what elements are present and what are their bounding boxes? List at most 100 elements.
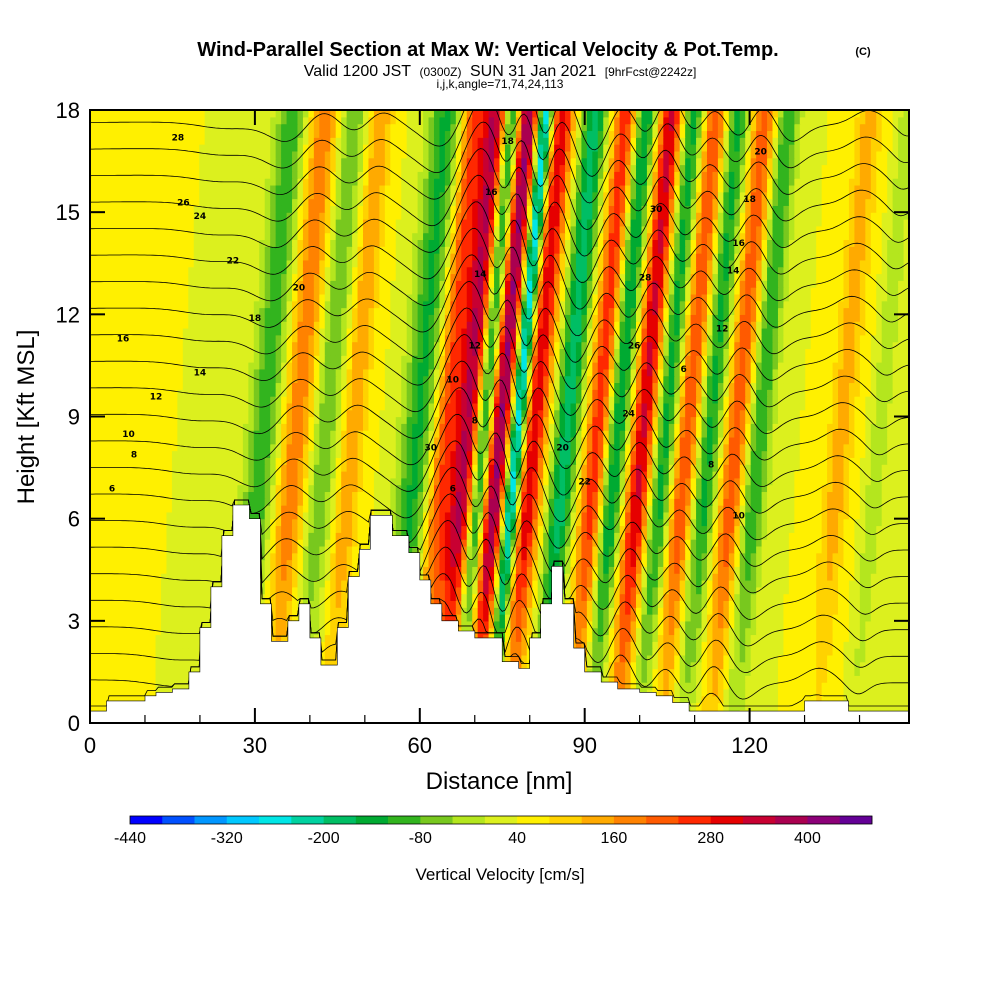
velocity-cell bbox=[619, 518, 626, 527]
velocity-cell bbox=[745, 641, 752, 649]
velocity-cell bbox=[139, 641, 146, 649]
velocity-cell bbox=[270, 573, 277, 581]
velocity-cell bbox=[90, 566, 97, 574]
velocity-cell bbox=[761, 641, 768, 649]
velocity-cell bbox=[510, 539, 517, 547]
velocity-cell bbox=[674, 511, 681, 520]
velocity-cell bbox=[521, 661, 528, 670]
velocity-cell bbox=[652, 634, 659, 642]
velocity-cell bbox=[663, 634, 670, 642]
velocity-cell bbox=[810, 607, 817, 615]
velocity-cell bbox=[777, 675, 785, 683]
velocity-cell bbox=[281, 579, 288, 588]
velocity-cell bbox=[854, 661, 861, 670]
velocity-cell bbox=[504, 559, 512, 567]
velocity-cell bbox=[712, 682, 719, 690]
velocity-cell bbox=[466, 593, 473, 601]
velocity-cell bbox=[750, 505, 757, 513]
velocity-cell bbox=[603, 648, 610, 656]
velocity-cell bbox=[335, 593, 342, 601]
velocity-cell bbox=[723, 552, 730, 561]
velocity-cell bbox=[286, 532, 293, 540]
velocity-cell bbox=[204, 491, 211, 499]
velocity-cell bbox=[166, 545, 173, 554]
velocity-cell bbox=[630, 586, 637, 595]
velocity-cell bbox=[155, 498, 162, 506]
velocity-cell bbox=[777, 668, 785, 676]
velocity-cell bbox=[379, 498, 386, 506]
velocity-cell bbox=[100, 545, 107, 554]
velocity-cell bbox=[663, 511, 670, 520]
velocity-cell bbox=[712, 661, 719, 670]
velocity-cell bbox=[133, 498, 140, 506]
velocity-cell bbox=[865, 511, 872, 520]
velocity-cell bbox=[270, 559, 277, 567]
velocity-cell bbox=[199, 593, 206, 601]
velocity-cell bbox=[712, 668, 719, 676]
velocity-cell bbox=[270, 586, 277, 595]
velocity-cell bbox=[597, 620, 604, 629]
velocity-cell bbox=[619, 641, 626, 649]
velocity-cell bbox=[706, 634, 714, 642]
velocity-cell bbox=[630, 682, 637, 690]
velocity-cell bbox=[843, 498, 850, 506]
velocity-cell bbox=[515, 627, 522, 636]
velocity-cell bbox=[144, 600, 151, 608]
velocity-cell bbox=[548, 559, 555, 567]
velocity-cell bbox=[515, 525, 522, 533]
velocity-cell bbox=[433, 573, 441, 581]
velocity-cell bbox=[466, 532, 473, 540]
velocity-cell bbox=[646, 620, 653, 629]
velocity-cell bbox=[734, 620, 741, 629]
velocity-cell bbox=[870, 518, 877, 527]
velocity-cell bbox=[537, 573, 544, 581]
velocity-cell bbox=[488, 539, 495, 547]
velocity-cell bbox=[106, 641, 113, 649]
velocity-cell bbox=[619, 620, 626, 629]
velocity-cell bbox=[712, 525, 719, 533]
velocity-cell bbox=[690, 648, 697, 656]
velocity-cell bbox=[210, 491, 217, 499]
velocity-cell bbox=[592, 627, 599, 636]
velocity-cell bbox=[898, 539, 905, 547]
velocity-cell bbox=[794, 573, 801, 581]
velocity-cell bbox=[221, 511, 228, 520]
velocity-cell bbox=[728, 498, 735, 506]
velocity-cell bbox=[794, 682, 801, 690]
velocity-cell bbox=[144, 545, 151, 554]
velocity-cell bbox=[122, 654, 129, 663]
velocity-cell bbox=[887, 539, 894, 547]
velocity-cell bbox=[636, 627, 643, 636]
velocity-cell bbox=[881, 648, 888, 656]
velocity-cell bbox=[139, 532, 146, 540]
velocity-cell bbox=[177, 559, 184, 567]
velocity-cell bbox=[565, 498, 572, 506]
velocity-cell bbox=[155, 545, 162, 554]
velocity-cell bbox=[898, 675, 905, 683]
velocity-cell bbox=[182, 552, 189, 561]
velocity-cell bbox=[565, 539, 572, 547]
velocity-cell bbox=[739, 627, 746, 636]
velocity-cell bbox=[641, 641, 648, 649]
velocity-cell bbox=[100, 573, 107, 581]
velocity-cell bbox=[674, 505, 681, 513]
velocity-cell bbox=[171, 491, 178, 499]
velocity-cell bbox=[630, 573, 637, 581]
velocity-cell bbox=[903, 641, 909, 649]
velocity-cell bbox=[619, 614, 626, 622]
velocity-cell bbox=[750, 552, 757, 561]
velocity-cell bbox=[177, 675, 184, 683]
velocity-cell bbox=[701, 559, 708, 567]
velocity-cell bbox=[805, 688, 812, 697]
velocity-cell bbox=[603, 586, 610, 595]
velocity-cell bbox=[100, 491, 107, 499]
velocity-cell bbox=[717, 682, 724, 690]
velocity-cell bbox=[876, 695, 883, 704]
velocity-cell bbox=[805, 641, 812, 649]
velocity-cell bbox=[652, 552, 659, 561]
velocity-cell bbox=[810, 525, 817, 533]
velocity-cell bbox=[679, 498, 686, 506]
velocity-cell bbox=[827, 627, 834, 636]
velocity-cell bbox=[100, 518, 107, 527]
velocity-cell bbox=[750, 627, 757, 636]
